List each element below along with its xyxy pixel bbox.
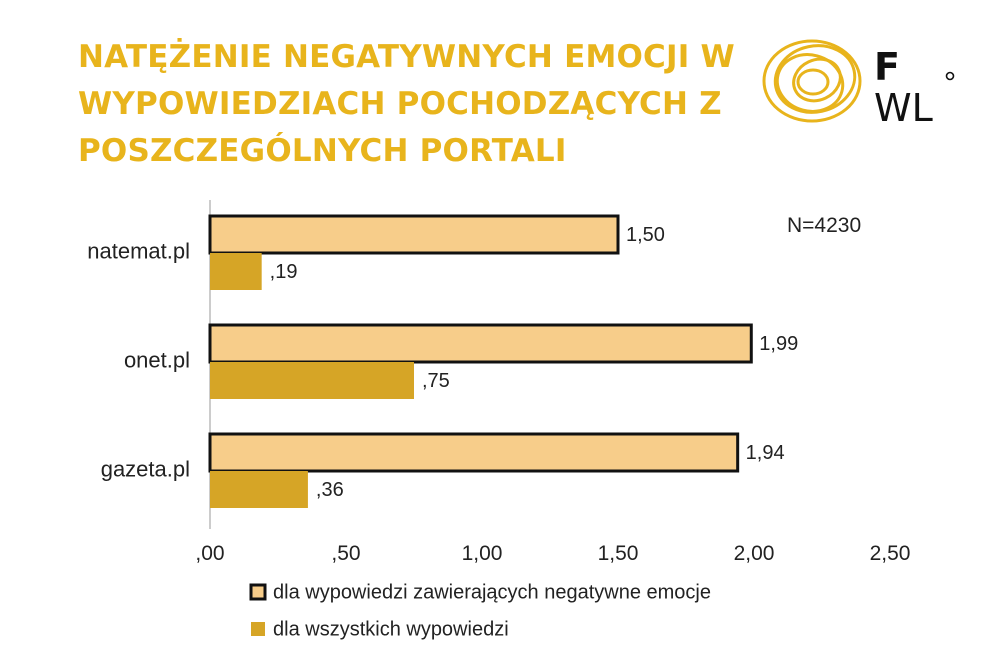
data-label: ,75 <box>422 370 450 392</box>
bar-all-statements <box>210 253 262 290</box>
logo-text-bottom: WL <box>874 86 933 130</box>
legend-swatch <box>249 583 267 601</box>
data-label: ,19 <box>270 261 298 283</box>
legend-swatch <box>251 622 265 636</box>
bar-all-statements <box>210 362 414 399</box>
category-label: gazeta.pl <box>101 456 190 481</box>
data-label: 1,99 <box>759 333 798 355</box>
bar-negative-emotions <box>208 214 620 255</box>
data-label: ,36 <box>316 479 344 501</box>
x-tick-label: ,00 <box>195 542 224 565</box>
x-tick-label: 2,00 <box>734 542 775 565</box>
x-tick-label: ,50 <box>331 542 360 565</box>
scribble-circle-icon <box>762 39 862 123</box>
x-tick-label: 2,50 <box>870 542 911 565</box>
sample-size-annotation: N=4230 <box>787 214 861 237</box>
degree-dot-icon <box>945 71 955 81</box>
category-label: natemat.pl <box>87 238 190 263</box>
logo-text-top: F <box>874 45 900 89</box>
legend-label: dla wypowiedzi zawierających negatywne e… <box>273 581 711 603</box>
chart-title: NATĘŻENIE NEGATYWNYCH EMOCJI W WYPOWIEDZ… <box>78 39 735 169</box>
fwl-logo: F WL <box>762 39 955 130</box>
data-label: 1,50 <box>626 224 665 246</box>
data-label: 1,94 <box>746 442 785 464</box>
category-label: onet.pl <box>124 347 190 372</box>
bar-all-statements <box>210 471 308 508</box>
bar-negative-emotions <box>208 323 753 364</box>
x-tick-label: 1,00 <box>462 542 503 565</box>
legend-label: dla wszystkich wypowiedzi <box>273 618 509 640</box>
bar-negative-emotions <box>208 432 740 473</box>
x-tick-label: 1,50 <box>598 542 639 565</box>
